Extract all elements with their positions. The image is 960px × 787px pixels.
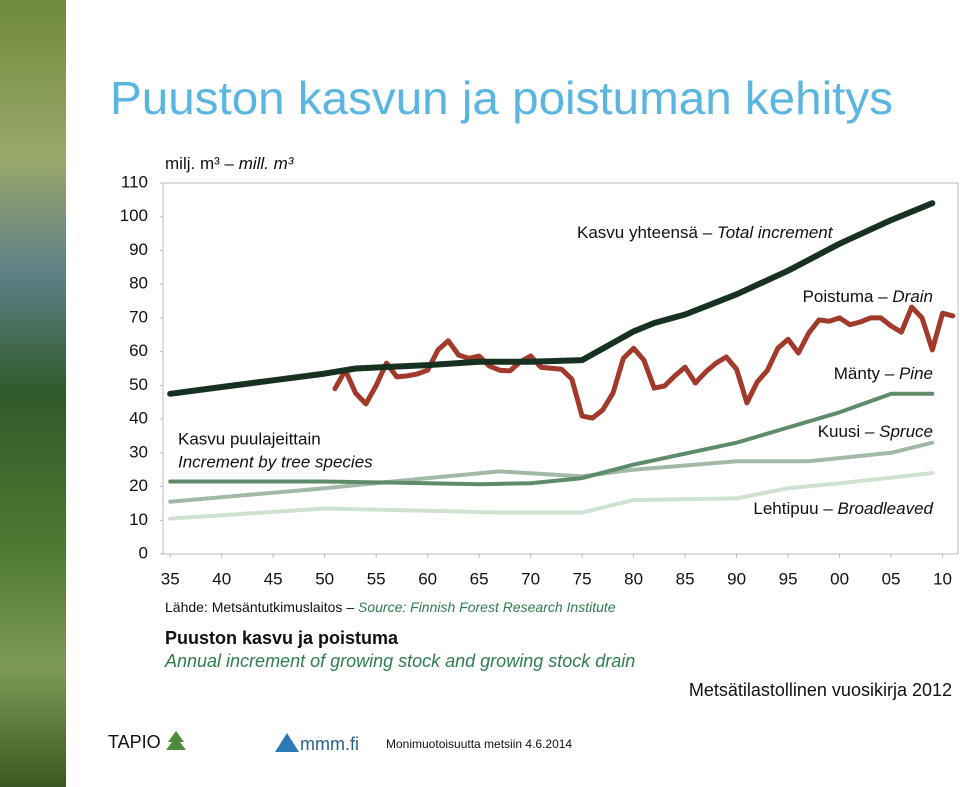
group-label: Increment by tree species [178, 452, 373, 471]
x-tick-label: 95 [779, 569, 798, 588]
x-tick-label: 35 [161, 569, 180, 588]
y-tick-label: 60 [129, 341, 148, 360]
x-tick-label: 55 [367, 569, 386, 588]
caption: Annual increment of growing stock and gr… [164, 651, 635, 671]
y-tick-label: 110 [121, 172, 148, 191]
y-tick-label: 90 [129, 240, 148, 259]
y-tick-label: 10 [129, 510, 148, 529]
unit-label: milj. m³ – mill. m³ [165, 154, 295, 173]
series-name: Kuusi – [818, 422, 875, 441]
x-tick-label: 90 [727, 569, 746, 588]
x-tick-label: 00 [830, 569, 849, 588]
y-tick-label: 20 [129, 476, 148, 495]
x-tick-label: 65 [470, 569, 489, 588]
series-line [167, 200, 936, 397]
series-label: Poistuma – Drain [803, 287, 933, 306]
series-name-en: Pine [899, 364, 933, 383]
slide-title: Puuston kasvun ja poistuman kehitys [110, 72, 893, 124]
group-label: Kasvu puulajeittain [178, 429, 321, 448]
series-name-en: Drain [892, 287, 933, 306]
x-tick-label: 80 [624, 569, 643, 588]
x-tick-label: 75 [573, 569, 592, 588]
photo-strip [0, 0, 66, 787]
series-name-en: Total increment [717, 223, 834, 242]
publication: Metsätilastollinen vuosikirja 2012 [689, 680, 952, 700]
x-tick-label: 10 [933, 569, 952, 588]
series-label: Lehtipuu – Broadleaved [753, 499, 933, 518]
caption: Puuston kasvu ja poistuma [165, 628, 399, 648]
series-name: Mänty – [834, 364, 895, 383]
x-tick-label: 85 [676, 569, 695, 588]
series-label: Mänty – Pine [834, 364, 933, 383]
x-tick-label: 60 [418, 569, 437, 588]
logo: TAPIO [108, 732, 161, 752]
series-label: Kuusi – Spruce [818, 422, 933, 441]
series-line [168, 391, 935, 487]
series-line [332, 304, 956, 421]
x-tick-label: 40 [212, 569, 231, 588]
series-name: Poistuma – [803, 287, 889, 306]
series-name: Kasvu yhteensä – [577, 223, 713, 242]
series-name: Lehtipuu – [753, 499, 833, 518]
y-tick-label: 0 [139, 543, 148, 562]
y-tick-label: 40 [129, 409, 148, 428]
y-tick-label: 50 [129, 375, 148, 394]
y-tick-label: 70 [129, 307, 148, 326]
logo-tree [166, 731, 186, 750]
x-tick-label: 50 [315, 569, 334, 588]
series-name-en: Broadleaved [838, 499, 934, 518]
y-tick-label: 100 [120, 206, 148, 225]
y-tick-label: 80 [129, 274, 148, 293]
x-tick-label: 70 [521, 569, 540, 588]
plot-frame [162, 182, 959, 555]
footer-text: Monimuotoisuutta metsiin 4.6.2014 [386, 737, 572, 751]
x-tick-label: 05 [882, 569, 901, 588]
source: Lähde: Metsäntutkimuslaitos – Source: Fi… [165, 599, 616, 615]
x-tick-label: 45 [264, 569, 283, 588]
series-label: Kasvu yhteensä – Total increment [577, 223, 834, 242]
y-tick-label: 30 [129, 442, 148, 461]
series-name-en: Spruce [879, 422, 933, 441]
series-line [168, 471, 935, 521]
group-label-box [173, 425, 381, 477]
logo: mmm.fi [300, 734, 359, 754]
logo-mark [275, 733, 299, 752]
